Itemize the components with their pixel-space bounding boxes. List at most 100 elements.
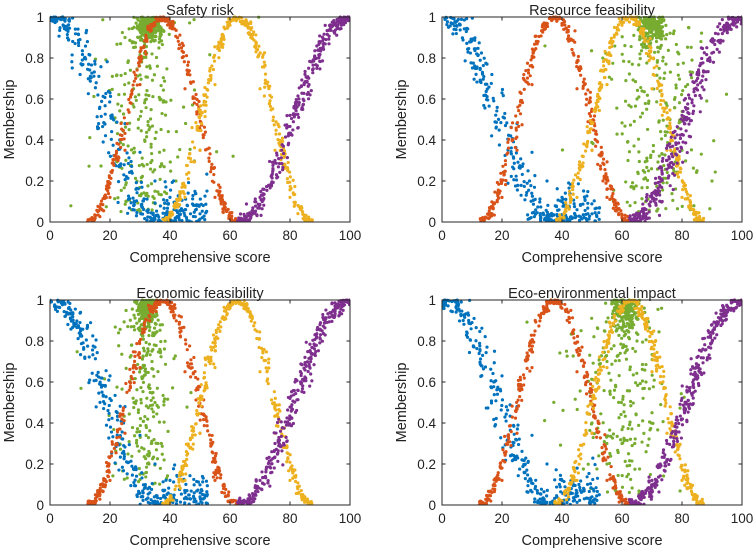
- data-point: [140, 37, 144, 41]
- data-point: [291, 128, 295, 132]
- data-point: [172, 219, 176, 222]
- data-point: [94, 213, 98, 217]
- data-point: [192, 101, 196, 105]
- data-point: [191, 80, 195, 84]
- data-point: [277, 132, 282, 136]
- data-point: [638, 30, 643, 34]
- data-point: [82, 347, 86, 351]
- data-point: [640, 197, 644, 201]
- data-point: [616, 23, 621, 27]
- data-point: [156, 318, 160, 322]
- data-point: [150, 208, 154, 212]
- data-point: [614, 31, 619, 35]
- data-point: [267, 366, 271, 370]
- data-point: [681, 188, 685, 192]
- data-point: [513, 184, 518, 188]
- data-point: [510, 121, 515, 125]
- data-point: [217, 56, 221, 60]
- data-point: [267, 102, 271, 106]
- data-point: [222, 37, 226, 42]
- data-point: [555, 187, 559, 191]
- data-point: [674, 42, 678, 47]
- data-point: [128, 38, 132, 43]
- data-point: [501, 164, 505, 168]
- data-point: [105, 184, 109, 188]
- data-point: [194, 375, 198, 380]
- data-point: [691, 109, 696, 113]
- data-point: [175, 197, 179, 201]
- data-point: [271, 107, 275, 111]
- data-point: [144, 75, 148, 79]
- data-point: [518, 112, 523, 116]
- data-point: [150, 124, 155, 128]
- data-point: [134, 187, 138, 191]
- data-point: [670, 192, 674, 196]
- data-point: [173, 354, 177, 358]
- data-point: [588, 100, 592, 104]
- data-point: [75, 319, 79, 323]
- data-point: [259, 189, 263, 194]
- data-point: [193, 96, 197, 100]
- data-point: [161, 88, 166, 92]
- data-point: [307, 215, 311, 219]
- data-point: [702, 88, 706, 92]
- data-point: [207, 433, 212, 437]
- data-point: [69, 327, 73, 331]
- data-point: [615, 25, 619, 30]
- data-point: [568, 197, 572, 201]
- data-point: [151, 415, 156, 419]
- data-point: [84, 338, 88, 342]
- data-point: [201, 418, 206, 422]
- data-point: [302, 91, 306, 95]
- data-point: [135, 427, 140, 431]
- data-point: [155, 64, 159, 68]
- data-point: [608, 184, 612, 188]
- data-point: [258, 330, 262, 334]
- data-point: [99, 65, 103, 69]
- data-point: [186, 191, 190, 195]
- data-point: [136, 410, 140, 415]
- data-point: [86, 218, 90, 222]
- data-point: [141, 419, 146, 423]
- series-grade-ii: [478, 15, 631, 222]
- data-point: [160, 111, 164, 116]
- data-point: [151, 396, 155, 400]
- data-point: [278, 170, 282, 174]
- data-point: [587, 112, 591, 116]
- data-point: [192, 500, 196, 504]
- data-point: [124, 366, 128, 370]
- data-point: [189, 81, 193, 85]
- data-point: [127, 97, 131, 102]
- data-point: [116, 200, 120, 205]
- data-point: [503, 123, 508, 128]
- data-point: [210, 460, 215, 464]
- y-tick-label: 1: [428, 10, 436, 25]
- data-point: [139, 401, 143, 405]
- data-point: [83, 44, 88, 48]
- data-point: [594, 108, 598, 112]
- data-point: [445, 23, 449, 27]
- data-point: [156, 22, 161, 26]
- data-point: [137, 64, 141, 68]
- data-point: [637, 63, 641, 67]
- data-point: [610, 196, 614, 200]
- data-point: [119, 121, 123, 126]
- data-point: [664, 62, 668, 66]
- series-grade-iv: [235, 15, 350, 222]
- data-point: [126, 176, 130, 180]
- data-point: [108, 425, 113, 429]
- data-point: [702, 216, 706, 220]
- data-point: [141, 305, 145, 310]
- data-point: [693, 93, 697, 98]
- data-point: [133, 45, 138, 49]
- data-point: [144, 471, 148, 475]
- data-point: [261, 349, 265, 353]
- data-point: [276, 175, 280, 179]
- data-point: [269, 398, 274, 402]
- data-point: [719, 38, 723, 42]
- data-point: [199, 113, 203, 117]
- data-point: [647, 44, 651, 48]
- data-point: [258, 87, 262, 91]
- data-point: [646, 216, 650, 220]
- data-point: [136, 312, 141, 316]
